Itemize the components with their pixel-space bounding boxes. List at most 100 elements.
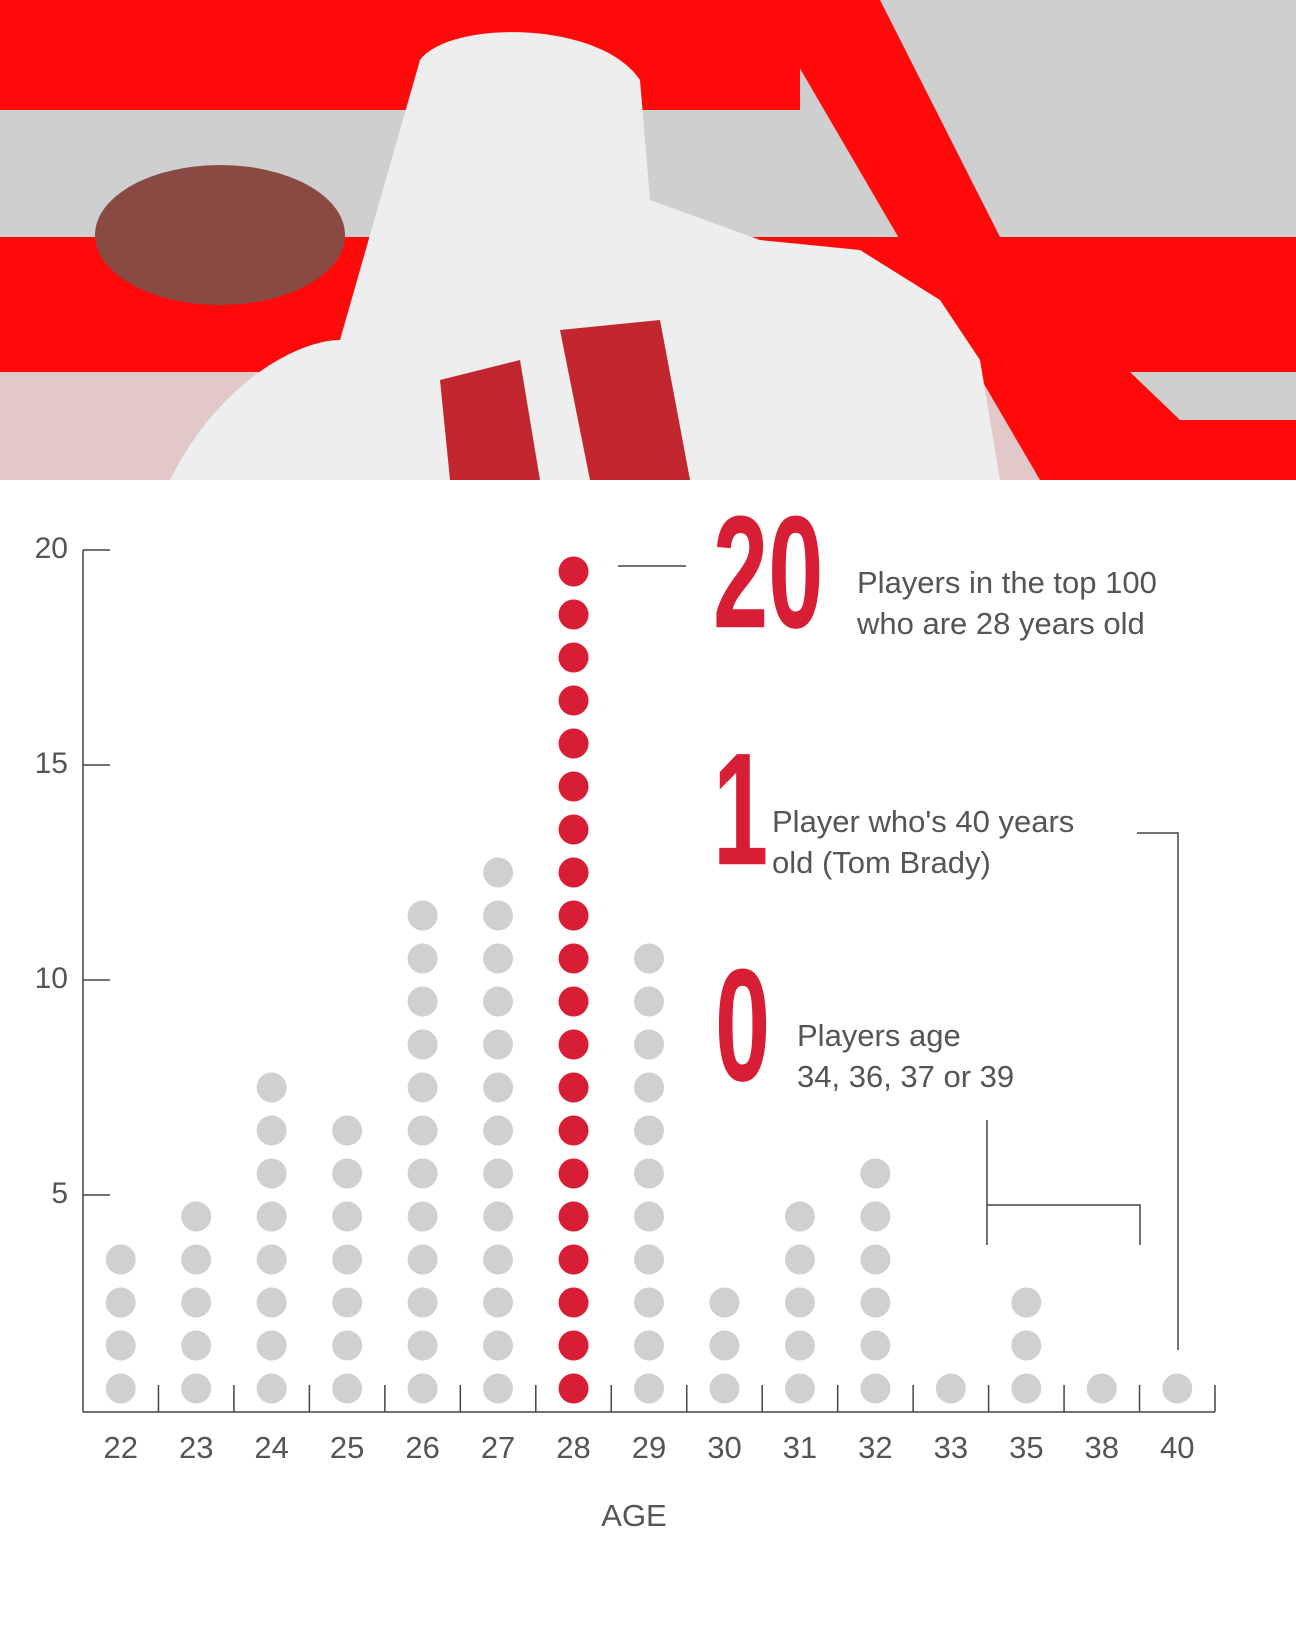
dot: [256, 1158, 287, 1189]
stripe: [760, 0, 1296, 480]
dot: [860, 1244, 891, 1275]
annotation-text: old (Tom Brady): [772, 845, 991, 880]
dot: [256, 1072, 287, 1103]
x-axis-label: AGE: [601, 1498, 666, 1533]
dot: [1011, 1330, 1042, 1361]
dot: [860, 1373, 891, 1404]
dot: [558, 814, 589, 845]
dot: [558, 556, 589, 587]
x-tick-label: 40: [1160, 1430, 1194, 1465]
dot: [634, 986, 664, 1017]
dot: [407, 1029, 438, 1060]
dot: [407, 900, 438, 931]
dot: [407, 1330, 438, 1361]
annotation-number-wrap: 1: [713, 720, 768, 899]
dot: [634, 1158, 664, 1189]
dot: [483, 1201, 514, 1232]
dot: [634, 943, 664, 974]
annotation-text: who are 28 years old: [856, 606, 1145, 641]
dot: [483, 1287, 514, 1318]
dot: [483, 1072, 514, 1103]
dot: [181, 1287, 212, 1318]
dot: [407, 1158, 438, 1189]
dot: [860, 1287, 891, 1318]
dot: [483, 986, 514, 1017]
dot: [558, 728, 589, 759]
dot: [634, 1287, 664, 1318]
connector: [987, 1204, 1141, 1245]
dot: [784, 1330, 815, 1361]
dot: [558, 1201, 589, 1232]
dot: [332, 1244, 363, 1275]
dot: [256, 1287, 287, 1318]
dot: [407, 986, 438, 1017]
dot: [483, 900, 514, 931]
dot: [256, 1244, 287, 1275]
dot: [558, 642, 589, 673]
dot: [1086, 1373, 1117, 1404]
dot: [483, 1373, 514, 1404]
annotation-text: 34, 36, 37 or 39: [797, 1059, 1014, 1094]
dot: [105, 1287, 136, 1318]
y-tick-label: 20: [35, 532, 68, 565]
dot: [558, 1115, 589, 1146]
annotation-number-wrap: 0: [715, 936, 770, 1115]
dot: [1162, 1373, 1193, 1404]
stripe: [0, 0, 800, 110]
x-tick-label: 26: [405, 1430, 439, 1465]
x-tick-label: 22: [103, 1430, 137, 1465]
dot: [558, 986, 589, 1017]
dot: [558, 1072, 589, 1103]
dot: [1011, 1373, 1042, 1404]
annotation-text: Player who's 40 years: [772, 804, 1074, 839]
x-tick-label: 30: [707, 1430, 741, 1465]
dot: [634, 1201, 664, 1232]
dot: [256, 1201, 287, 1232]
x-tick-label: 35: [1009, 1430, 1043, 1465]
x-tick-label: 25: [330, 1430, 364, 1465]
x-tick-label: 23: [179, 1430, 213, 1465]
dot: [483, 857, 514, 888]
football: [95, 165, 345, 305]
dot: [483, 1029, 514, 1060]
y-tick-label: 10: [35, 962, 68, 995]
dot: [558, 1158, 589, 1189]
dot: [256, 1115, 287, 1146]
dot: [634, 1029, 664, 1060]
dot: [558, 1330, 589, 1361]
dot: [181, 1201, 212, 1232]
dot: [407, 1115, 438, 1146]
dot: [256, 1373, 287, 1404]
dot: [558, 857, 589, 888]
annotation-text: Players age: [797, 1018, 961, 1053]
dot: [256, 1330, 287, 1361]
x-tick-label: 33: [934, 1430, 968, 1465]
dot: [634, 1115, 664, 1146]
x-tick-label: 27: [481, 1430, 515, 1465]
dot: [558, 1373, 589, 1404]
dot: [407, 1072, 438, 1103]
annotation-text: Players in the top 100: [857, 565, 1157, 600]
dot: [860, 1330, 891, 1361]
dot: [558, 599, 589, 630]
dot: [558, 1244, 589, 1275]
dot: [634, 1244, 664, 1275]
dot: [784, 1287, 815, 1318]
annotation-number: 1: [713, 720, 768, 899]
connector: [1137, 832, 1179, 1350]
dot: [558, 685, 589, 716]
dot: [784, 1201, 815, 1232]
dot: [483, 1330, 514, 1361]
dot: [407, 1201, 438, 1232]
dot: [483, 1115, 514, 1146]
dot: [332, 1115, 363, 1146]
dot: [558, 900, 589, 931]
x-tick-label: 24: [254, 1430, 288, 1465]
dot: [105, 1373, 136, 1404]
dot: [634, 1373, 664, 1404]
dot: [860, 1201, 891, 1232]
y-tick-label: 5: [51, 1177, 68, 1210]
dot: [709, 1373, 740, 1404]
dot: [935, 1373, 966, 1404]
